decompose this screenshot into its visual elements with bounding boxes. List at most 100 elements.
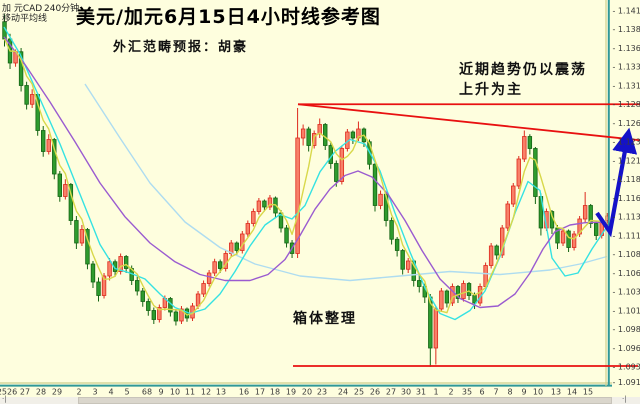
trend-annotation: 近期趋势仍以震荡 上升为主 (459, 60, 587, 100)
x-axis-label: 18 (270, 388, 280, 397)
up-candle-body (256, 200, 262, 212)
scrollbar-right-glyph[interactable]: ·| (622, 395, 627, 403)
x-axis-label: 2 (76, 388, 81, 397)
up-candle-body (79, 229, 85, 244)
trend-annotation-line1: 近期趋势仍以震荡 (459, 62, 587, 78)
up-candle-body (582, 205, 588, 220)
y-axis-label: - 1.0910 (613, 378, 640, 387)
timeframe-label: 240分钟 (44, 4, 80, 14)
down-candle-body (334, 163, 339, 182)
y-axis-label: - 1.1110 (613, 231, 640, 240)
up-candle-body (295, 137, 300, 254)
x-axis-label: 23 (317, 388, 327, 397)
down-candle-body (151, 310, 157, 320)
x-axis-label: 17 (255, 388, 265, 397)
horizontal-scrollbar[interactable]: ·| ·| (0, 395, 640, 404)
x-axis-label: 8 (507, 388, 512, 397)
up-candle-body (439, 290, 444, 310)
down-candle-body (400, 250, 405, 270)
down-candle-body (123, 256, 129, 269)
y-axis-label: - 1.0935 (613, 363, 640, 372)
x-axis-label: 16 (239, 388, 249, 397)
box-consolidation-annotation: 箱体整理 (293, 311, 357, 327)
down-candle-body (234, 242, 239, 251)
y-axis-label: - 1.1360 (613, 44, 640, 53)
down-candle-body (217, 261, 223, 269)
projection-arrow (595, 127, 638, 238)
x-axis-label: 13 (551, 388, 561, 397)
x-axis-label: 24 (338, 388, 348, 397)
x-axis-label: 12 (201, 388, 211, 397)
down-candle-body (323, 124, 328, 146)
x-axis-label: 5 (124, 388, 129, 397)
up-candle-body (251, 211, 256, 224)
y-axis-label: - 1.1085 (613, 250, 640, 259)
trend-annotation-line2: 上升为主 (459, 82, 523, 98)
down-candle-body (466, 283, 472, 296)
down-candle-body (494, 245, 499, 256)
down-candle-body (284, 227, 289, 244)
y-axis-label: - 1.1210 (613, 156, 640, 165)
up-candle-body (195, 293, 201, 307)
up-candle-body (317, 124, 322, 134)
y-axis-label: - 1.1185 (613, 175, 640, 184)
x-axis-label: 35 (462, 388, 472, 397)
x-axis-label: 25 (354, 388, 364, 397)
up-candle-body (101, 275, 107, 296)
moving-average-label: 移动平均线 (2, 14, 48, 24)
y-axis-label: - 1.1010 (613, 306, 640, 315)
y-axis-label: - 1.1410 (613, 6, 640, 15)
up-candle-body (212, 261, 217, 274)
x-axis-label: 9 (521, 388, 526, 397)
down-candle-body (262, 200, 267, 208)
down-candle-body (350, 131, 356, 139)
x-axis-label: 68 (142, 388, 152, 397)
down-candle-body (278, 212, 284, 229)
down-candle-body (24, 85, 29, 105)
up-candle-body (461, 283, 466, 299)
down-candle-body (417, 280, 422, 287)
up-candle-body (577, 218, 582, 235)
scrollbar-thumb[interactable] (78, 397, 612, 404)
up-candle-body (201, 283, 206, 295)
up-candle-body (46, 139, 51, 152)
down-candle-body (588, 205, 593, 224)
x-axis-label: 4 (108, 388, 113, 397)
x-axis-label: 3 (92, 388, 97, 397)
x-axis-label: 15 (583, 388, 593, 397)
down-candle-body (173, 311, 179, 322)
forecast-author-subtitle: 外汇范畴预报：胡豪 (113, 40, 249, 55)
up-candle-body (107, 261, 112, 277)
up-candle-body (505, 203, 510, 229)
y-axis-label: - 1.1035 (613, 288, 640, 297)
y-axis-label: - 1.1135 (613, 213, 640, 222)
down-candle-body (594, 223, 599, 236)
y-axis-label: - 1.1285 (613, 100, 640, 109)
x-axis-label: 14 (567, 388, 577, 397)
up-candle-body (118, 256, 123, 272)
x-axis-label: 27 (20, 388, 30, 397)
y-axis-label: - 1.1335 (613, 63, 640, 72)
x-axis-label: 28 (36, 388, 46, 397)
up-candle-body (522, 136, 527, 160)
x-axis-label: 29 (52, 388, 62, 397)
down-candle-body (41, 130, 46, 152)
x-axis-label: 7 (493, 388, 498, 397)
down-candle-body (566, 230, 571, 248)
down-candle-body (74, 220, 79, 244)
down-candle-body (455, 286, 461, 299)
x-axis-label: 13 (216, 388, 226, 397)
down-candle-body (90, 263, 96, 283)
up-candle-body (571, 233, 577, 248)
up-candle-body (450, 286, 455, 304)
x-axis-label: 1 (433, 388, 438, 397)
scrollbar-left-glyph[interactable]: ·| (2, 395, 7, 403)
candles-group (2, 14, 610, 367)
y-axis-label: - 1.1260 (613, 119, 640, 128)
x-axis-label: 11 (185, 388, 195, 397)
down-candle-body (18, 51, 24, 86)
y-axis-label: - 1.1310 (613, 81, 640, 90)
